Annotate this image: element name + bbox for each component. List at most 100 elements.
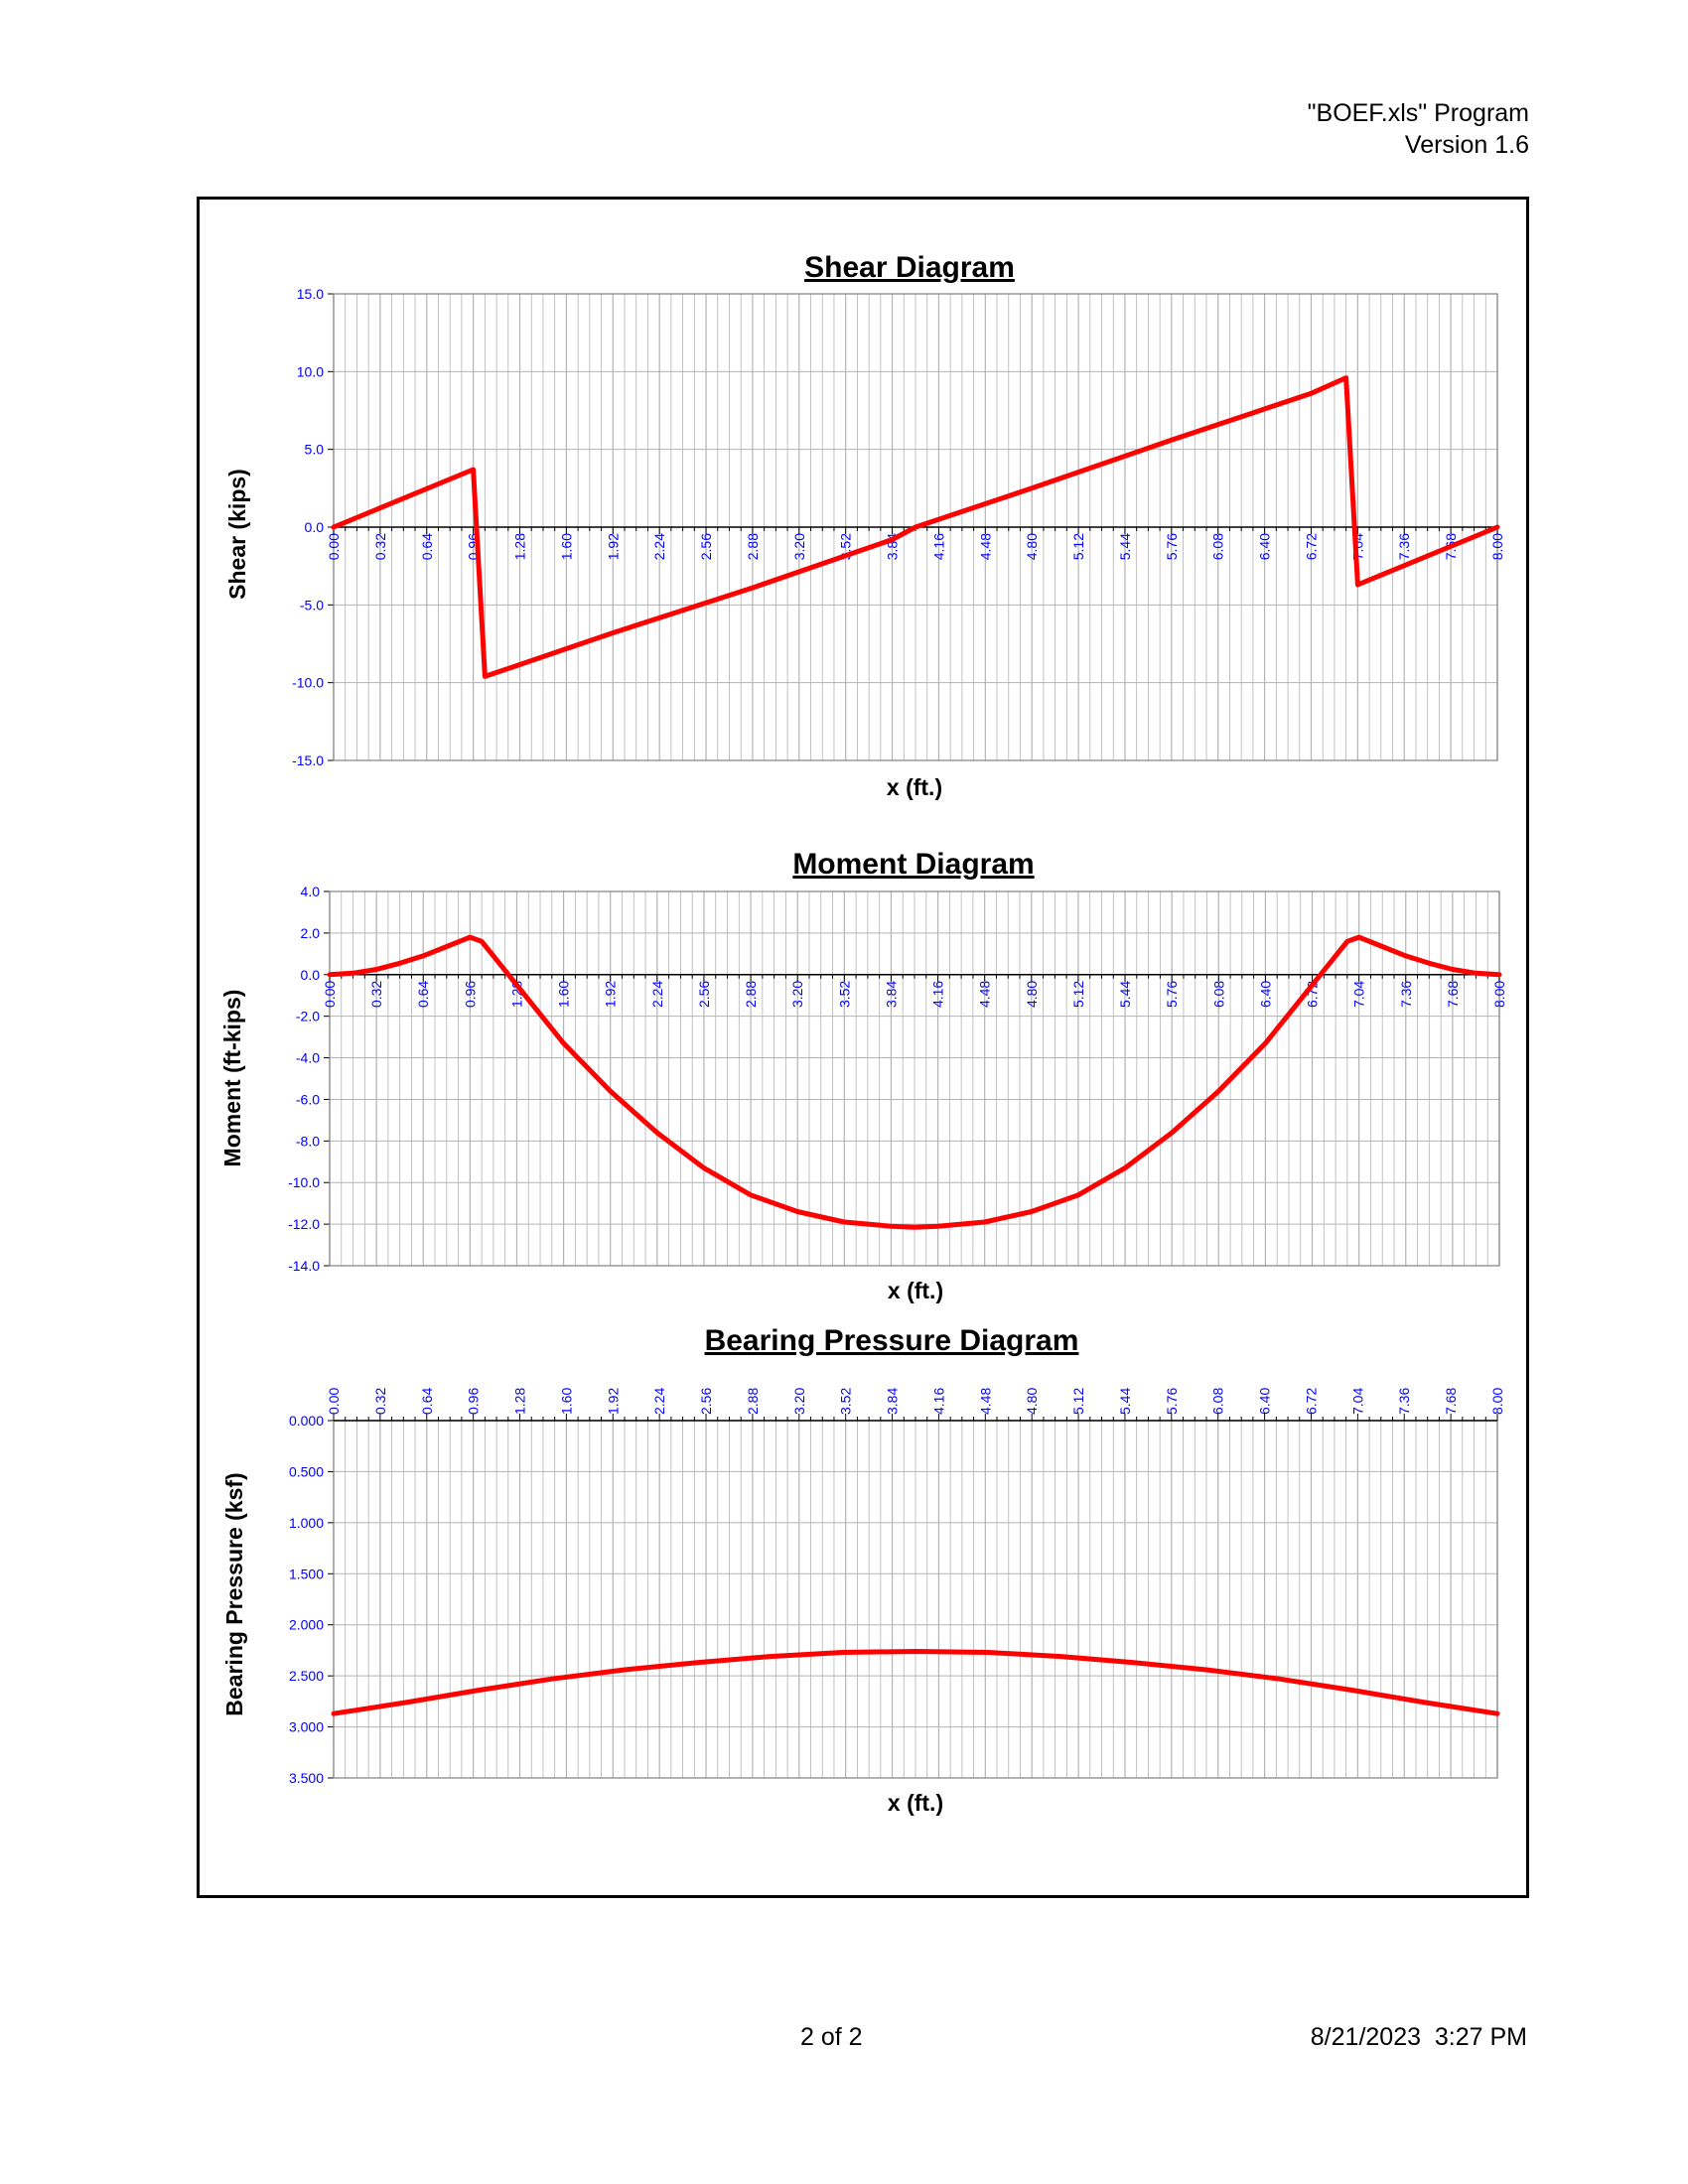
x-tick-label: 0.64 [419, 533, 435, 560]
x-tick-label: 5.12 [1070, 533, 1086, 560]
x-tick-label: 6.08 [1210, 1388, 1226, 1415]
y-tick-label: 1.500 [289, 1566, 324, 1581]
x-axis-label: x (ft.) [888, 1790, 943, 1816]
x-tick-label: 1.92 [605, 533, 621, 560]
y-tick-label: 0.000 [289, 1413, 324, 1429]
y-tick-label: 4.0 [301, 884, 321, 899]
series-line [331, 375, 1500, 679]
x-tick-label: 1.60 [558, 1388, 574, 1415]
x-tick-label: 1.60 [556, 981, 572, 1008]
x-tick-label: 4.16 [930, 981, 946, 1008]
x-tick-label: 0.96 [466, 1388, 482, 1415]
y-axis-label: Bearing Pressure (ksf) [221, 1472, 247, 1715]
x-tick-label: 2.88 [743, 981, 759, 1008]
chart-frame [197, 197, 1529, 1898]
y-tick-label: 5.0 [305, 442, 325, 458]
x-tick-label: 2.88 [745, 533, 761, 560]
x-tick-label: 2.24 [651, 1388, 667, 1415]
x-tick-label: 6.40 [1257, 1388, 1273, 1415]
x-tick-label: 0.32 [368, 981, 384, 1008]
y-tick-label: -10.0 [292, 675, 324, 691]
x-tick-label: 2.56 [698, 533, 714, 560]
x-tick-label: 4.80 [1024, 981, 1040, 1008]
x-tick-label: 5.12 [1070, 981, 1086, 1008]
x-tick-label: 7.04 [1349, 1388, 1365, 1415]
x-tick-label: 6.08 [1210, 981, 1226, 1008]
y-tick-label: 2.0 [301, 925, 321, 941]
x-tick-label: 4.48 [977, 533, 993, 560]
y-tick-label: -4.0 [296, 1050, 320, 1066]
chart-title: Shear Diagram [804, 251, 1015, 284]
x-tick-label: 7.36 [1398, 981, 1414, 1008]
y-tick-label: 1.000 [289, 1515, 324, 1531]
y-tick-label: 10.0 [297, 363, 324, 379]
x-tick-label: 3.84 [885, 1388, 901, 1415]
y-tick-label: -2.0 [296, 1009, 320, 1024]
y-tick-label: 2.500 [289, 1668, 324, 1684]
y-axis-label: Shear (kips) [224, 469, 250, 600]
x-tick-label: 0.64 [415, 981, 431, 1008]
x-tick-label: 5.76 [1164, 981, 1180, 1008]
x-tick-label: 5.12 [1070, 1388, 1086, 1415]
shear-plot: 15.0 10.0 5.0 0.0 -5.0 -10.0 -15.0 0.00 0.32 0.64… [292, 286, 1505, 768]
x-tick-label: 8.00 [1489, 533, 1505, 560]
y-tick-label: 2.000 [289, 1617, 324, 1633]
y-tick-label: -10.0 [288, 1174, 320, 1190]
series-line [331, 1649, 1500, 1716]
x-tick-label: 2.56 [696, 981, 712, 1008]
y-axis-label: Moment (ft-kips) [219, 990, 245, 1167]
y-tick-label: -12.0 [288, 1216, 320, 1232]
x-tick-label: 5.76 [1164, 1388, 1180, 1415]
x-tick-label: 5.76 [1164, 533, 1180, 560]
x-tick-label: 5.44 [1117, 981, 1133, 1008]
x-tick-label: 4.48 [977, 981, 993, 1008]
x-tick-label: 4.80 [1024, 1388, 1040, 1415]
moment-plot: 4.0 2.0 0.0 -2.0 -4.0 -6.0 -8.0 -10.0 -12.0 -14.0… [288, 884, 1507, 1274]
x-tick-label: 1.92 [605, 1388, 621, 1415]
x-tick-label: 3.84 [883, 981, 899, 1008]
x-tick-label: 3.20 [789, 981, 805, 1008]
plot-area-border [329, 890, 1500, 1267]
x-tick-label: 6.40 [1257, 981, 1273, 1008]
x-tick-label: 0.96 [462, 981, 478, 1008]
x-tick-label: 6.72 [1303, 1388, 1319, 1415]
x-tick-label: 2.24 [651, 533, 667, 560]
x-tick-label: 4.16 [930, 1388, 946, 1415]
bearing-plot: 0.000 0.500 1.000 1.500 2.000 2.500 3.000 3.500… [289, 1388, 1505, 1786]
x-tick-label: 7.36 [1396, 1388, 1412, 1415]
y-tick-label: -5.0 [300, 597, 324, 613]
x-tick-label: 2.88 [745, 1388, 761, 1415]
page-number: 2 of 2 [800, 2023, 863, 2051]
y-tick-label: 3.000 [289, 1719, 324, 1735]
x-tick-label: 0.64 [419, 1388, 435, 1415]
x-tick-label: 8.00 [1489, 1388, 1505, 1415]
x-axis-label: x (ft.) [888, 1278, 943, 1303]
y-tick-label: 3.500 [289, 1770, 324, 1786]
x-tick-label: 3.20 [791, 533, 807, 560]
x-tick-label: 7.68 [1443, 1388, 1459, 1415]
x-axis-label: x (ft.) [887, 774, 942, 800]
y-tick-label: -15.0 [292, 752, 324, 768]
x-tick-label: 8.00 [1491, 981, 1507, 1008]
print-datetime: 8/21/2023 3:27 PM [1310, 2023, 1527, 2051]
x-tick-label: 3.52 [838, 1388, 854, 1415]
y-tick-label: 15.0 [297, 286, 324, 302]
y-tick-label: 0.0 [301, 967, 321, 983]
x-tick-label: 6.08 [1210, 533, 1226, 560]
x-tick-label: 6.40 [1257, 533, 1273, 560]
x-tick-label: 0.00 [326, 1388, 342, 1415]
y-tick-label: -6.0 [296, 1091, 320, 1107]
y-tick-label: 0.500 [289, 1463, 324, 1479]
chart-title: Bearing Pressure Diagram [705, 1324, 1079, 1357]
x-tick-label: 1.60 [558, 533, 574, 560]
x-tick-label: 5.44 [1117, 1388, 1133, 1415]
x-tick-label: 2.56 [698, 1388, 714, 1415]
chart-title: Moment Diagram [792, 848, 1034, 881]
y-tick-label: -8.0 [296, 1133, 320, 1149]
program-version: Version 1.6 [1404, 131, 1529, 159]
x-tick-label: 3.20 [791, 1388, 807, 1415]
x-tick-label: 7.68 [1445, 981, 1461, 1008]
y-tick-label: 0.0 [305, 519, 325, 535]
x-tick-label: 7.04 [1351, 981, 1367, 1008]
